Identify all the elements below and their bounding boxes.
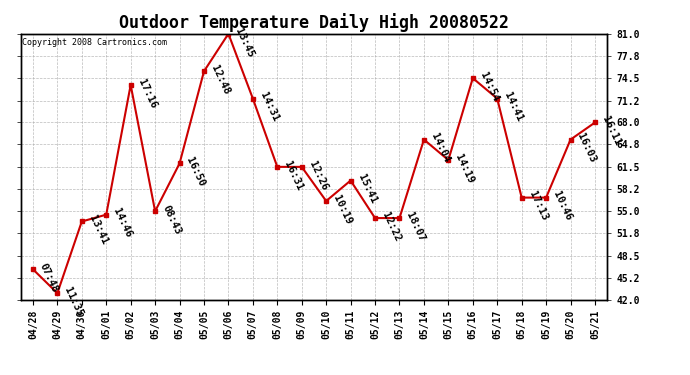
Text: 12:22: 12:22 (380, 210, 402, 243)
Text: 14:19: 14:19 (453, 153, 476, 185)
Text: 16:03: 16:03 (575, 132, 598, 165)
Text: 10:46: 10:46 (551, 190, 573, 223)
Text: 14:31: 14:31 (258, 91, 280, 124)
Title: Outdoor Temperature Daily High 20080522: Outdoor Temperature Daily High 20080522 (119, 13, 509, 32)
Text: 13:45: 13:45 (233, 26, 256, 59)
Text: 16:11: 16:11 (600, 115, 622, 147)
Text: 12:48: 12:48 (209, 64, 231, 96)
Text: 14:54: 14:54 (478, 70, 500, 103)
Text: 10:19: 10:19 (331, 194, 353, 226)
Text: 07:48: 07:48 (38, 262, 60, 294)
Text: Copyright 2008 Cartronics.com: Copyright 2008 Cartronics.com (22, 38, 167, 47)
Text: 18:07: 18:07 (404, 210, 427, 243)
Text: 16:31: 16:31 (282, 159, 305, 192)
Text: 11:35: 11:35 (63, 286, 85, 318)
Text: 16:50: 16:50 (185, 156, 207, 189)
Text: 12:26: 12:26 (307, 159, 329, 192)
Text: 17:13: 17:13 (526, 190, 549, 223)
Text: 13:41: 13:41 (87, 214, 109, 246)
Text: 14:41: 14:41 (502, 91, 524, 124)
Text: 17:16: 17:16 (136, 77, 158, 110)
Text: 08:43: 08:43 (160, 204, 183, 236)
Text: 14:46: 14:46 (111, 207, 134, 240)
Text: 15:41: 15:41 (356, 173, 378, 206)
Text: 14:04: 14:04 (429, 132, 451, 165)
